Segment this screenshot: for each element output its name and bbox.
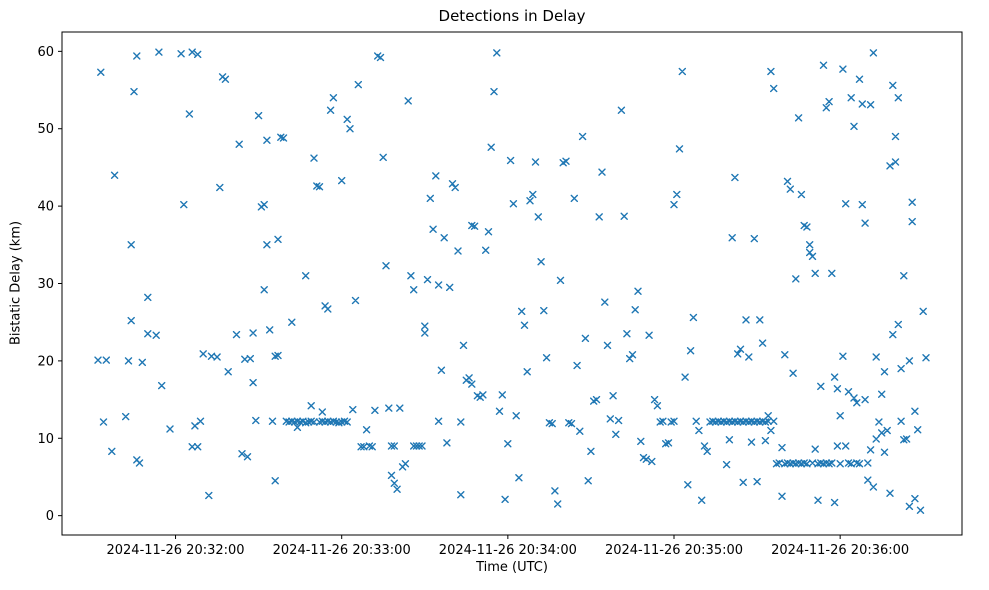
y-tick-label: 50 bbox=[37, 122, 54, 137]
chart-title: Detections in Delay bbox=[438, 7, 586, 25]
y-tick-label: 30 bbox=[37, 277, 54, 292]
y-axis-label: Bistatic Delay (km) bbox=[8, 220, 24, 346]
x-tick-label: 2024-11-26 20:34:00 bbox=[439, 543, 577, 558]
y-tick-label: 40 bbox=[37, 200, 54, 215]
y-tick-label: 60 bbox=[37, 45, 54, 60]
y-tick-label: 10 bbox=[37, 432, 54, 447]
y-tick-label: 0 bbox=[46, 509, 54, 524]
x-tick-label: 2024-11-26 20:36:00 bbox=[771, 543, 909, 558]
x-tick-label: 2024-11-26 20:35:00 bbox=[605, 543, 743, 558]
x-tick-label: 2024-11-26 20:32:00 bbox=[106, 543, 244, 558]
y-tick-label: 20 bbox=[37, 354, 54, 369]
scatter-points bbox=[94, 48, 930, 514]
x-tick-label: 2024-11-26 20:33:00 bbox=[273, 543, 411, 558]
x-axis-label: Time (UTC) bbox=[476, 560, 548, 575]
